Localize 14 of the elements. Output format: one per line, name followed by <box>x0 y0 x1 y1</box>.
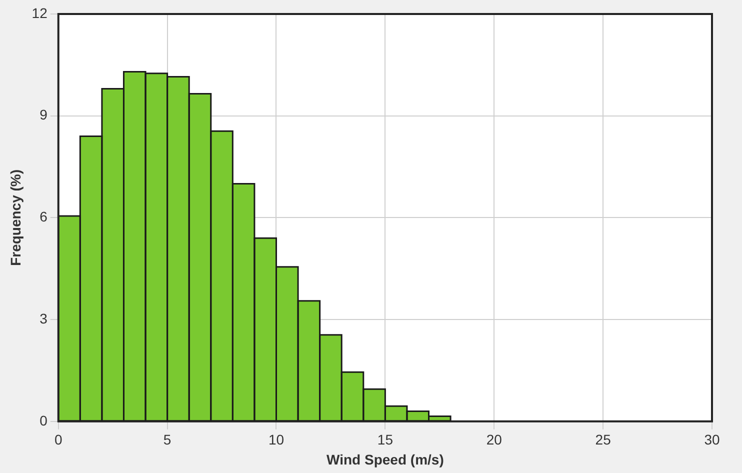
y-tick-label: 3 <box>40 310 48 326</box>
y-tick-label: 12 <box>32 4 48 21</box>
x-tick-label: 5 <box>163 432 172 448</box>
x-tick-label: 10 <box>268 432 284 448</box>
x-tick-label: 30 <box>704 432 720 448</box>
x-tick-label: 0 <box>54 432 62 448</box>
x-tick-label: 15 <box>377 432 394 448</box>
y-tick-label: 9 <box>40 106 48 123</box>
y-axis-title: Frequency (%) <box>7 169 24 266</box>
x-axis-title: Wind Speed (m/s) <box>326 451 444 468</box>
x-tick-label: 20 <box>486 432 502 448</box>
y-tick-label: 0 <box>40 412 48 428</box>
x-tick-label: 25 <box>595 432 612 448</box>
y-tick-label: 6 <box>40 208 48 225</box>
